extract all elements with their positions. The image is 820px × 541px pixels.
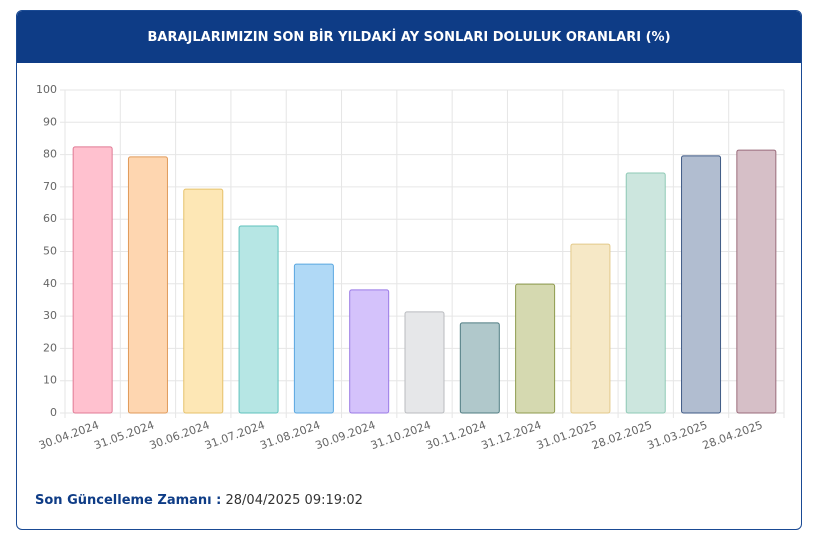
card: BARAJLARIMIZIN SON BİR YILDAKİ AY SONLAR…: [16, 10, 802, 530]
x-tick-label: 28.02.2025: [590, 418, 654, 452]
x-tick-label: 31.10.2024: [369, 418, 433, 452]
x-tick-label: 30.09.2024: [314, 418, 378, 452]
bar: [625, 172, 666, 414]
footer: Son Güncelleme Zamanı : 28/04/2025 09:19…: [35, 493, 363, 508]
bar: [127, 156, 168, 414]
x-tick-label: 28.04.2025: [701, 418, 765, 452]
bar: [515, 283, 556, 414]
y-tick-label: 10: [43, 374, 57, 387]
bar: [72, 146, 113, 414]
y-tick-label: 0: [50, 406, 57, 419]
bar: [570, 243, 611, 414]
bar: [349, 289, 390, 414]
x-tick-label: 30.11.2024: [424, 418, 488, 452]
y-tick-label: 80: [43, 148, 57, 161]
y-tick-label: 30: [43, 309, 57, 322]
bar: [404, 311, 445, 414]
chart: 0 10 20 30 40 50 60 70 80 90 100 30.04.202431.05.20…: [36, 83, 785, 452]
y-tick-label: 50: [43, 245, 57, 258]
footer-timestamp: 28/04/2025 09:19:02: [225, 493, 363, 508]
bar: [681, 155, 722, 414]
bar: [736, 149, 777, 414]
x-tick-label: 31.08.2024: [258, 418, 322, 452]
x-tick-label: 31.05.2024: [92, 418, 156, 452]
x-tick-label: 31.12.2024: [480, 418, 544, 452]
chart-title: BARAJLARIMIZIN SON BİR YILDAKİ AY SONLAR…: [147, 29, 671, 45]
x-tick-label: 31.07.2024: [203, 418, 267, 452]
bar: [293, 263, 334, 414]
y-tick-label: 40: [43, 277, 57, 290]
y-tick-label: 100: [36, 83, 57, 96]
y-tick-label: 70: [43, 180, 57, 193]
y-tick-label: 20: [43, 341, 57, 354]
x-tick-label: 31.03.2025: [645, 418, 709, 452]
card-header: BARAJLARIMIZIN SON BİR YILDAKİ AY SONLAR…: [17, 11, 801, 63]
footer-label: Son Güncelleme Zamanı :: [35, 493, 222, 508]
bar: [238, 225, 279, 414]
y-tick-label: 90: [43, 115, 57, 128]
y-tick-label: 60: [43, 212, 57, 225]
x-tick-label: 30.06.2024: [148, 418, 212, 452]
bar: [459, 322, 500, 414]
x-tick-label: 30.04.2024: [37, 418, 101, 452]
x-tick-label: 31.01.2025: [535, 418, 599, 452]
bar: [183, 188, 224, 414]
